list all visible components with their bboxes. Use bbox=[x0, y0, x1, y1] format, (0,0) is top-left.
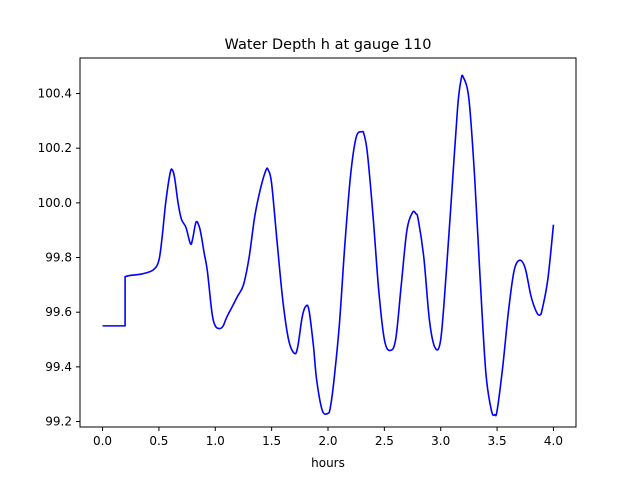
y-tick-label: 99.8 bbox=[45, 251, 72, 265]
y-tick-label: 100.0 bbox=[38, 196, 72, 210]
x-tick-label: 4.0 bbox=[544, 434, 563, 448]
y-tick-label: 100.4 bbox=[38, 87, 72, 101]
x-tick-label: 1.0 bbox=[206, 434, 225, 448]
x-tick-label: 2.5 bbox=[375, 434, 394, 448]
axes-frame bbox=[79, 57, 577, 428]
x-axis-label: hours bbox=[311, 456, 345, 470]
x-tick-label: 0.0 bbox=[93, 434, 112, 448]
y-tick-label: 100.2 bbox=[38, 141, 72, 155]
x-tick-label: 3.0 bbox=[431, 434, 450, 448]
chart-title: Water Depth h at gauge 110 bbox=[225, 37, 432, 53]
x-tick-label: 2.0 bbox=[318, 434, 337, 448]
x-tick-label: 3.5 bbox=[488, 434, 507, 448]
y-tick-label: 99.4 bbox=[45, 360, 72, 374]
x-tick-label: 1.5 bbox=[262, 434, 281, 448]
y-tick-label: 99.6 bbox=[45, 305, 72, 319]
ticks-layer: 0.0 0.5 1.0 1.5 2.0 2.5 3.0 3.5 4.0 99.2 99.4 99.6 9… bbox=[38, 87, 563, 448]
x-tick-label: 0.5 bbox=[149, 434, 168, 448]
y-tick-label: 99.2 bbox=[45, 415, 72, 429]
plot-layer bbox=[102, 74, 555, 417]
series-line bbox=[102, 74, 555, 417]
